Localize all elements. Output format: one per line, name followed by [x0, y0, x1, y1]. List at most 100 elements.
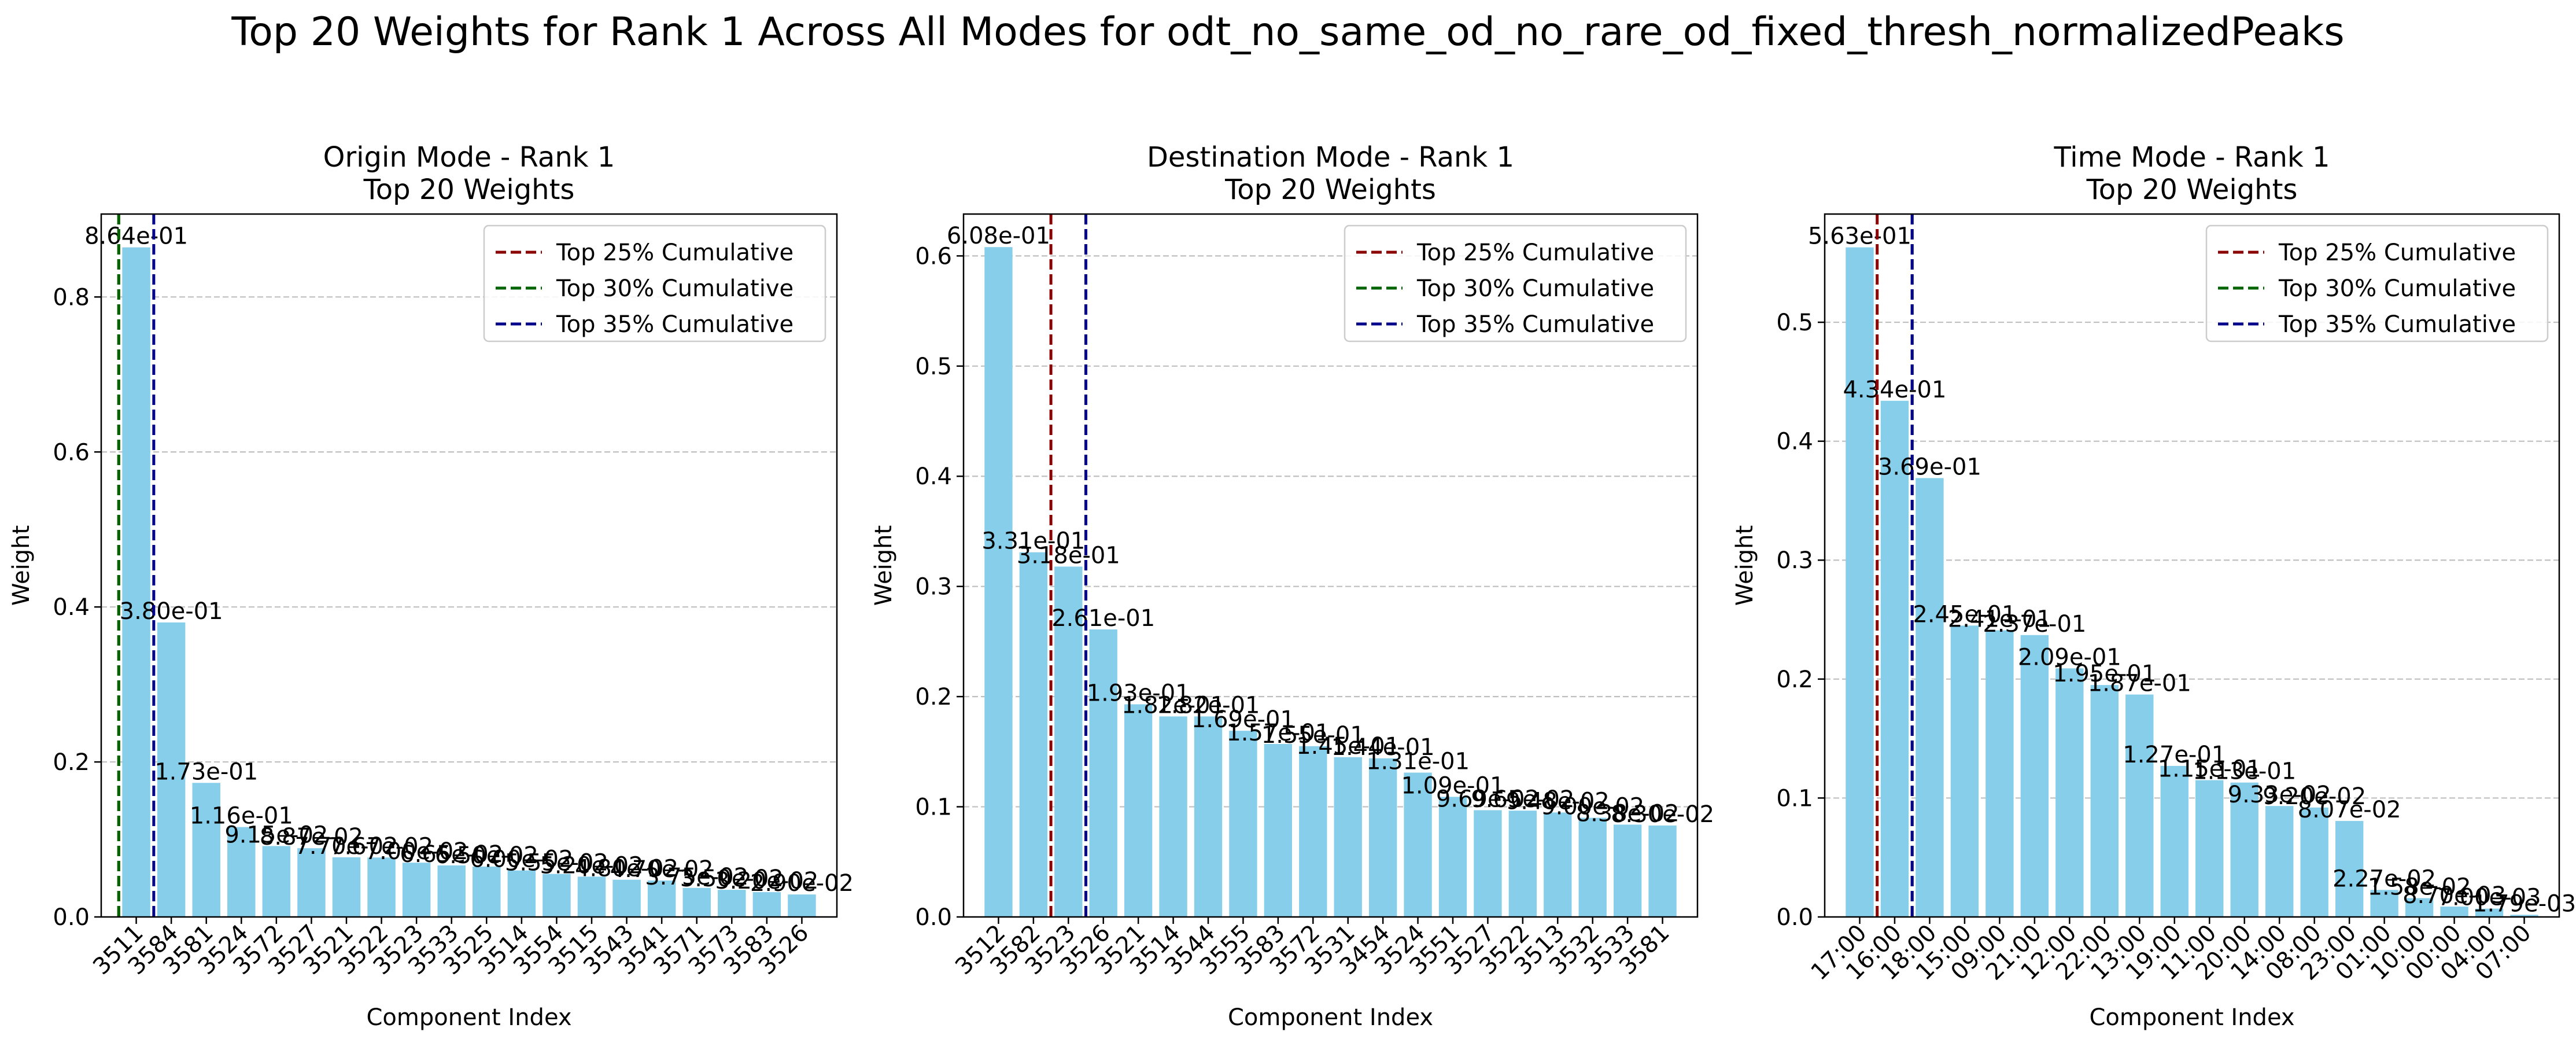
- origin-bar-label-4: 9.15e-02: [224, 821, 328, 848]
- origin-bar-3525: [473, 866, 501, 917]
- time-bar-label-18: 7.00e-03: [2438, 885, 2541, 911]
- time-bar-04:00: [2475, 908, 2504, 917]
- destination-ytick-label-5: 0.5: [915, 353, 952, 380]
- origin-legend-label-3: Top 35% Cumulative: [556, 311, 794, 338]
- destination-ytick-label-4: 0.4: [915, 463, 952, 490]
- time-legend-label-1: Top 25% Cumulative: [2278, 240, 2516, 266]
- destination-bar-label-2: 3.18e-01: [1017, 542, 1120, 569]
- destination-axes-frame: [962, 213, 1699, 918]
- time-bar-00:00: [2440, 907, 2468, 917]
- destination-bar-3583: [1264, 744, 1293, 917]
- origin-bar-3522: [367, 857, 396, 917]
- origin-bar-label-12: 5.55e-02: [505, 850, 608, 876]
- time-bar-label-14: 8.07e-02: [2298, 797, 2401, 823]
- destination-legend-label-3: Top 35% Cumulative: [1416, 311, 1654, 338]
- time-bar-12:00: [2055, 668, 2084, 917]
- destination-ytick-label-1: 0.1: [915, 794, 952, 821]
- destination-bar-label-7: 1.69e-01: [1191, 706, 1295, 733]
- destination-legend-label-2: Top 30% Cumulative: [1416, 275, 1654, 302]
- time-bar-label-17: 8.70e-03: [2402, 882, 2506, 909]
- origin-bar-3521: [332, 857, 361, 917]
- destination-xlabel: Component Index: [1228, 1004, 1433, 1031]
- destination-bar-label-8: 1.57e-01: [1226, 720, 1330, 746]
- time-bar-label-15: 2.27e-02: [2333, 865, 2436, 892]
- time-bar-label-7: 1.95e-01: [2053, 661, 2156, 687]
- origin-bar-3554: [542, 874, 571, 917]
- origin-bar-3584: [157, 622, 186, 917]
- time-ytick-label-3: 0.3: [1776, 547, 1813, 574]
- origin-title-line-1: Origin Mode - Rank 1: [323, 141, 615, 174]
- origin-ylabel: Weight: [8, 525, 35, 606]
- destination-bar-label-14: 9.69e-02: [1436, 786, 1540, 812]
- destination-bar-label-11: 1.44e-01: [1331, 734, 1435, 761]
- origin-ytick-label-4: 0.8: [53, 284, 90, 311]
- destination-ytick-label-3: 0.3: [915, 574, 952, 600]
- origin-bar-label-7: 7.67e-02: [330, 833, 433, 860]
- time-bar-label-3: 2.45e-01: [1913, 601, 2016, 628]
- time-ytick-label-4: 0.4: [1776, 429, 1813, 455]
- time-bar-15:00: [1950, 625, 1979, 917]
- time-bar-14:00: [2265, 806, 2294, 917]
- time-bar-label-5: 2.37e-01: [1983, 611, 2086, 638]
- origin-bar-3524: [227, 827, 256, 917]
- time-bar-label-9: 1.27e-01: [2123, 742, 2226, 768]
- origin-bar-3571: [682, 887, 711, 917]
- time-legend: [2205, 224, 2549, 342]
- destination-bar-3527: [1474, 810, 1502, 917]
- destination-bar-label-5: 1.82e-01: [1121, 692, 1225, 719]
- origin-bar-label-0: 8.64e-01: [84, 223, 188, 250]
- origin-legend-label-1: Top 25% Cumulative: [556, 240, 794, 266]
- figure-title: Top 20 Weights for Rank 1 Across All Mod…: [231, 9, 2345, 55]
- origin-axes-frame: [100, 213, 838, 918]
- destination-bar-label-0: 6.08e-01: [947, 223, 1050, 249]
- time-bar-label-12: 9.33e-02: [2228, 782, 2331, 808]
- time-title-line-1: Time Mode - Rank 1: [2053, 141, 2330, 174]
- destination-legend: [1344, 224, 1687, 342]
- time-legend-label-2: Top 30% Cumulative: [2278, 275, 2516, 302]
- destination-bar-3524: [1404, 772, 1432, 917]
- origin-ytick-label-2: 0.4: [53, 594, 90, 621]
- destination-bar-label-3: 2.61e-01: [1051, 605, 1155, 632]
- origin-bar-label-14: 4.80e-02: [575, 856, 678, 882]
- origin-bar-label-6: 7.70e-02: [294, 833, 398, 860]
- destination-bar-label-1: 3.31e-01: [981, 528, 1085, 555]
- origin-bar-label-1: 3.80e-01: [120, 598, 223, 625]
- destination-bar-label-13: 1.09e-01: [1401, 772, 1504, 799]
- origin-bar-label-13: 5.20e-02: [540, 852, 643, 879]
- origin-bar-label-9: 6.65e-02: [400, 841, 503, 868]
- destination-bar-label-18: 8.38e-02: [1576, 800, 1680, 827]
- destination-bar-3522: [1508, 810, 1537, 917]
- origin-bar-label-2: 1.73e-01: [154, 758, 258, 785]
- time-ytick-label-5: 0.5: [1776, 310, 1813, 336]
- destination-ytick-label-2: 0.2: [915, 684, 952, 710]
- origin-bar-3511: [122, 247, 150, 917]
- destination-bar-3513: [1544, 812, 1572, 917]
- destination-bar-3533: [1613, 824, 1642, 917]
- time-bar-23:00: [2335, 821, 2364, 917]
- origin-bar-3543: [612, 879, 641, 917]
- destination-bar-label-16: 9.48e-02: [1506, 788, 1610, 815]
- origin-bar-3581: [192, 783, 220, 917]
- destination-ylabel: Weight: [870, 525, 897, 606]
- time-bar-label-4: 2.41e-01: [1948, 606, 2051, 633]
- origin-mode-chart: 8.64e-01 3.80e-01 1.73e-01 1.16e-019.15e-02…: [8, 141, 854, 1031]
- origin-bar-label-10: 6.50e-02: [435, 842, 538, 869]
- origin-bar-3583: [752, 892, 781, 917]
- origin-bar-3573: [718, 890, 746, 917]
- destination-bar-label-10: 1.45e-01: [1296, 733, 1400, 760]
- origin-bar-label-5: 8.87e-02: [260, 824, 363, 850]
- time-ylabel: Weight: [1732, 525, 1758, 606]
- time-bar-label-0: 5.63e-01: [1808, 223, 1911, 250]
- origin-legend-label-2: Top 30% Cumulative: [556, 275, 794, 302]
- origin-bar-3527: [297, 848, 326, 917]
- time-bar-17:00: [1846, 247, 1874, 917]
- origin-bar-3533: [437, 865, 466, 917]
- destination-bar-3532: [1578, 817, 1607, 917]
- origin-bar-label-17: 3.50e-02: [680, 865, 784, 892]
- destination-bar-3551: [1438, 797, 1467, 917]
- time-xlabel: Component Index: [2089, 1004, 2294, 1031]
- time-axes-frame: [1824, 213, 2560, 918]
- time-bar-label-2: 3.69e-01: [1878, 454, 1981, 480]
- time-bar-01:00: [2370, 890, 2398, 917]
- destination-title-line-2: Top 20 Weights: [1224, 174, 1436, 206]
